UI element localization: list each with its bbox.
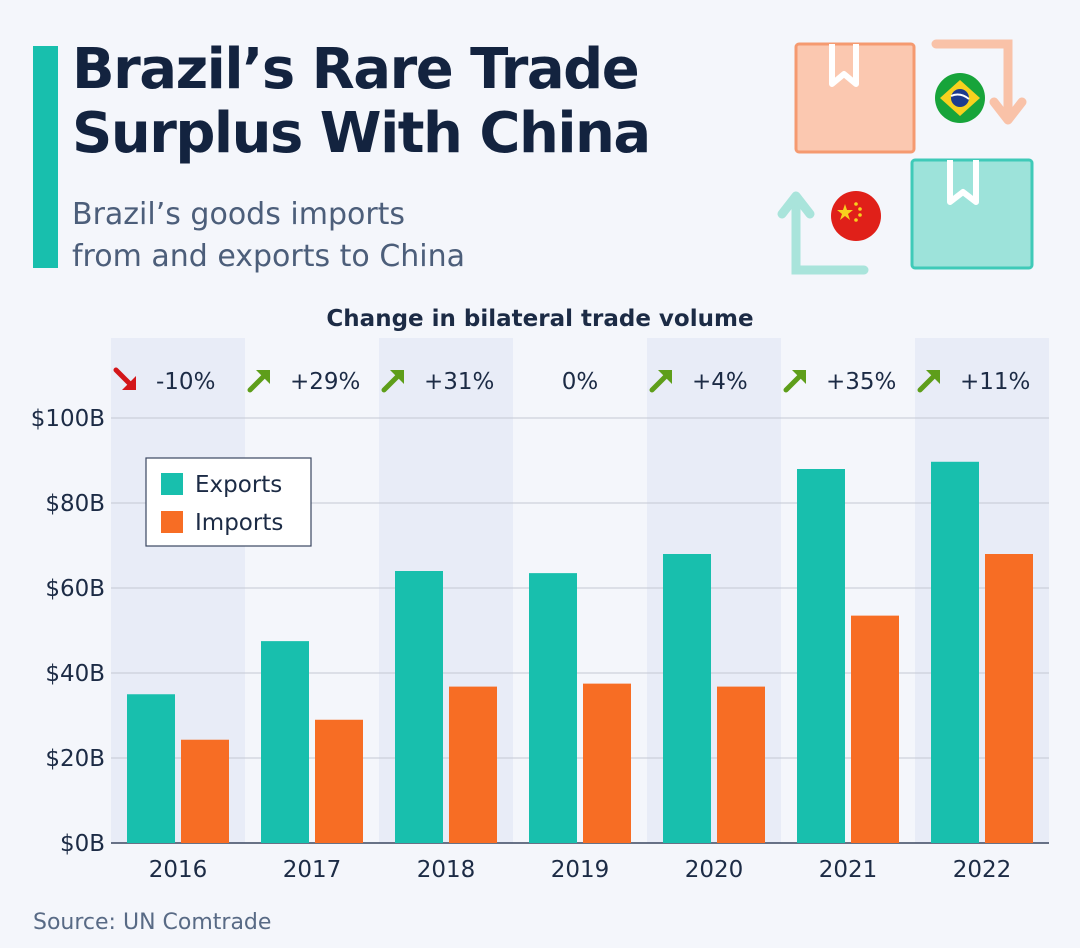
source-note: Source: UN Comtrade <box>33 910 272 935</box>
y-axis: $0B $20B $40B $60B $80B $100B <box>31 406 105 857</box>
bar-imports-2018 <box>449 686 497 843</box>
legend-swatch-exports <box>161 473 183 495</box>
cycle-arrow-top-head-icon <box>989 97 1027 125</box>
change-label-2020: +4% <box>692 369 748 395</box>
y-tick-label: $20B <box>45 746 105 772</box>
bar-exports-2018 <box>395 571 443 843</box>
change-label-2021: +35% <box>826 369 896 395</box>
trade-illustration <box>777 39 1034 275</box>
y-tick-label: $80B <box>45 491 105 517</box>
bar-exports-2016 <box>127 694 175 843</box>
arrow-up-icon-2021 <box>783 370 806 393</box>
arrow-up-icon-2018 <box>381 370 404 393</box>
brazil-flag-icon <box>935 73 985 123</box>
x-tick-label: 2019 <box>551 857 610 883</box>
bar-exports-2020 <box>663 554 711 843</box>
bar-imports-2019 <box>583 683 631 843</box>
bar-exports-2021 <box>797 469 845 843</box>
x-tick-label: 2017 <box>283 857 342 883</box>
title-accent-bar <box>33 46 58 268</box>
cycle-arrow-bottom-head-icon <box>777 191 815 219</box>
y-tick-label: $40B <box>45 661 105 687</box>
cycle-arrow-bottom-icon <box>791 197 869 275</box>
legend-label-exports: Exports <box>195 472 282 498</box>
bar-series <box>127 461 1033 843</box>
arrow-up-icon-2020 <box>649 370 672 393</box>
subtitle-line-1: Brazil’s goods imports <box>72 197 406 232</box>
peach-box-icon <box>794 42 916 154</box>
column-bands <box>111 338 1049 843</box>
arrow-up-icon-2022 <box>917 370 940 393</box>
title-line-2: Surplus With China <box>72 101 651 166</box>
change-annotations: -10% +29% +31% 0% +4% +35% +11% <box>113 367 1030 395</box>
x-tick-label: 2018 <box>417 857 476 883</box>
bar-imports-2020 <box>717 686 765 843</box>
chart-title: Change in bilateral trade volume <box>326 306 753 332</box>
bar-exports-2022 <box>931 461 979 843</box>
x-tick-label: 2022 <box>953 857 1012 883</box>
bar-imports-2017 <box>315 719 363 843</box>
arrow-up-icon-2017 <box>247 370 270 393</box>
page-subtitle: Brazil’s goods imports from and exports … <box>72 194 672 278</box>
bar-exports-2019 <box>529 573 577 843</box>
y-tick-label: $100B <box>31 406 105 432</box>
y-tick-label: $0B <box>60 831 105 857</box>
legend-label-imports: Imports <box>195 510 283 536</box>
y-tick-label: $60B <box>45 576 105 602</box>
legend-swatch-imports <box>161 511 183 533</box>
change-label-2017: +29% <box>290 369 360 395</box>
title-line-1: Brazil’s Rare Trade <box>72 37 640 102</box>
trade-volume-chart: Change in bilateral trade volume $0B $20B… <box>31 306 1049 883</box>
change-label-2016: -10% <box>156 369 215 395</box>
subtitle-line-2: from and exports to China <box>72 239 466 274</box>
arrow-down-icon-2016 <box>113 367 136 390</box>
x-tick-label: 2021 <box>819 857 878 883</box>
change-label-2018: +31% <box>424 369 494 395</box>
page-title: Brazil’s Rare Trade Surplus With China <box>72 38 752 166</box>
change-label-2019: 0% <box>562 369 599 395</box>
mint-box-icon <box>910 158 1034 270</box>
chart-legend: Exports Imports <box>145 457 312 547</box>
change-label-2022: +11% <box>960 369 1030 395</box>
cycle-arrow-top-icon <box>931 39 1013 121</box>
x-tick-label: 2016 <box>149 857 208 883</box>
x-tick-label: 2020 <box>685 857 744 883</box>
bar-exports-2017 <box>261 641 309 843</box>
bar-imports-2016 <box>181 739 229 843</box>
bar-imports-2022 <box>985 554 1033 843</box>
china-flag-icon <box>831 191 881 241</box>
bar-imports-2021 <box>851 615 899 843</box>
x-axis: 2016 2017 2018 2019 2020 2021 2022 <box>149 857 1012 883</box>
